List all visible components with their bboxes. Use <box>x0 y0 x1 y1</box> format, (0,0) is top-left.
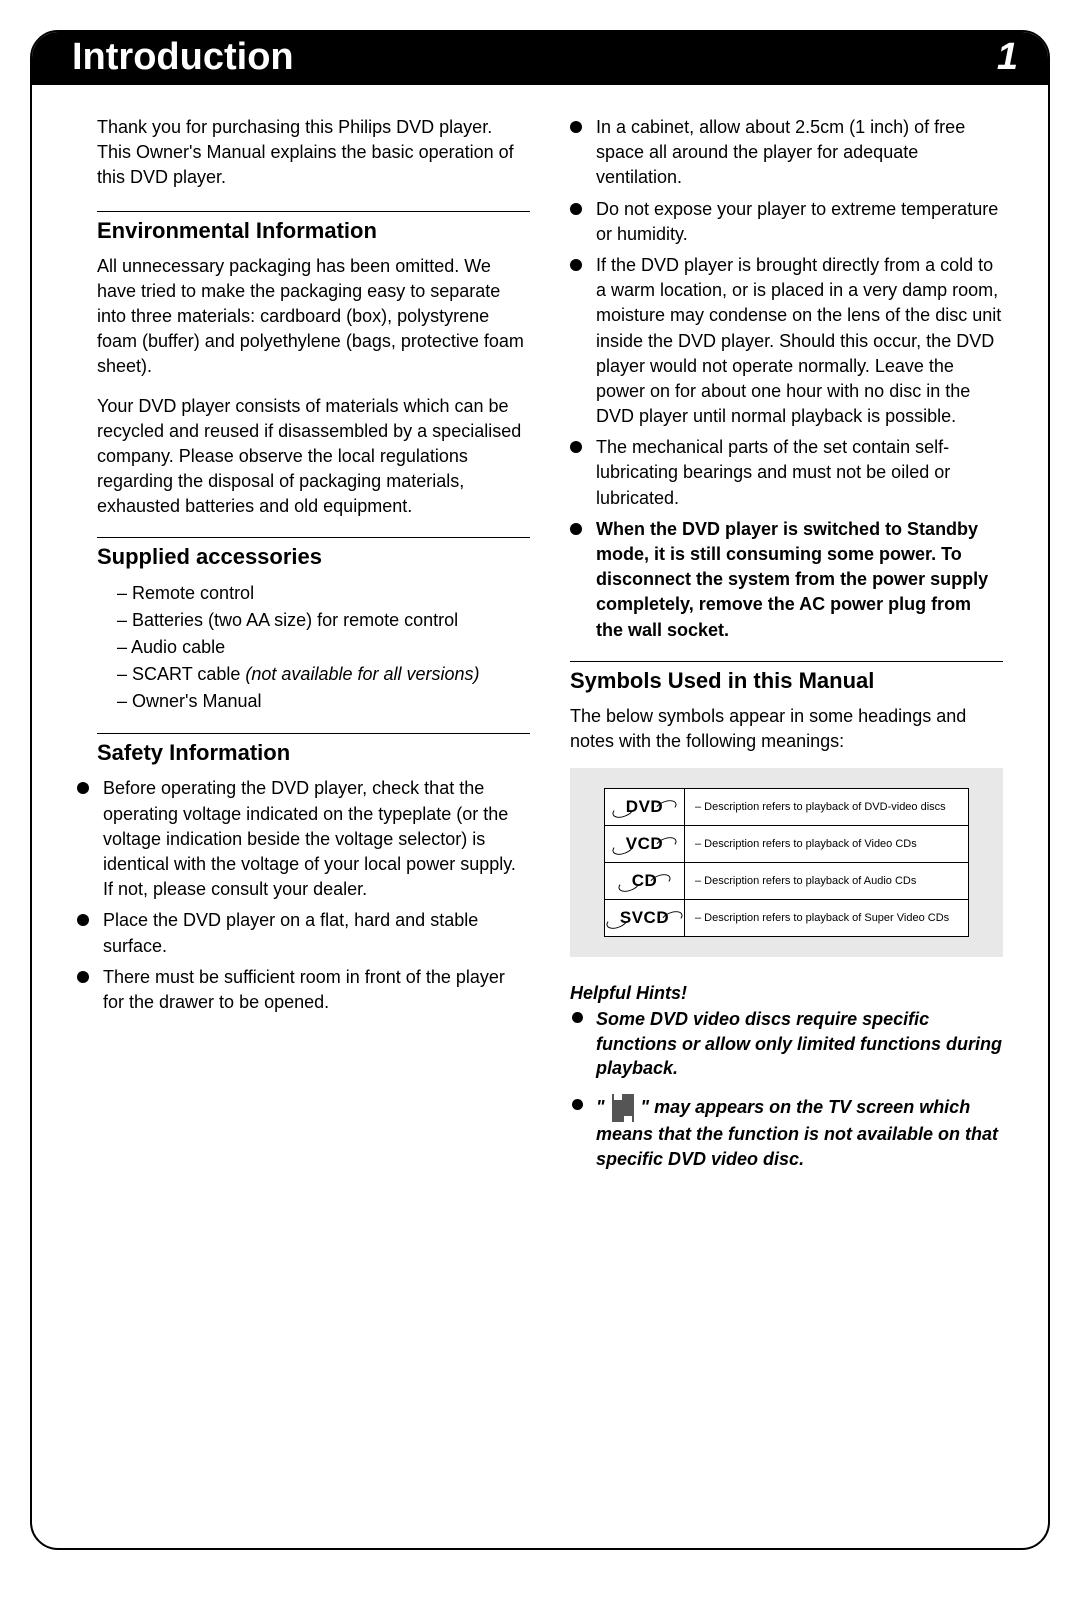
hint-item-1: Some DVD video discs require specific fu… <box>570 1007 1003 1080</box>
safety-heading: Safety Information <box>97 740 530 766</box>
supplied-item: Remote control <box>117 580 530 607</box>
supplied-item: Audio cable <box>117 634 530 661</box>
divider <box>97 733 530 734</box>
disc-icon-cell: SVCD <box>605 900 685 937</box>
hand-icon <box>612 1094 634 1122</box>
safety-item: When the DVD player is switched to Stand… <box>570 517 1003 643</box>
env-p2: Your DVD player consists of materials wh… <box>97 394 530 520</box>
symbols-heading: Symbols Used in this Manual <box>570 668 1003 694</box>
safety-item: Before operating the DVD player, check t… <box>77 776 530 902</box>
safety-list-left: Before operating the DVD player, check t… <box>77 776 530 1015</box>
divider <box>97 537 530 538</box>
intro-paragraph: Thank you for purchasing this Philips DV… <box>97 115 530 191</box>
symbols-row: SVCD – Description refers to playback of … <box>605 900 969 937</box>
disc-icon: VCD <box>626 834 663 854</box>
divider <box>570 661 1003 662</box>
symbols-row: VCD – Description refers to playback of V… <box>605 826 969 863</box>
hint-item-2: " " may appears on the TV screen which m… <box>570 1094 1003 1171</box>
page-container: Introduction 1 Thank you for purchasing … <box>30 30 1050 1550</box>
supplied-item: SCART cable (not available for all versi… <box>117 661 530 688</box>
safety-item: Do not expose your player to extreme tem… <box>570 197 1003 247</box>
symbols-row: DVD – Description refers to playback of D… <box>605 789 969 826</box>
supplied-item: Batteries (two AA size) for remote contr… <box>117 607 530 634</box>
disc-desc: – Description refers to playback of Audi… <box>685 863 969 900</box>
symbols-intro: The below symbols appear in some heading… <box>570 704 1003 754</box>
divider <box>97 211 530 212</box>
supplied-item: Owner's Manual <box>117 688 530 715</box>
disc-desc: – Description refers to playback of Vide… <box>685 826 969 863</box>
safety-item: There must be sufficient room in front o… <box>77 965 530 1015</box>
symbols-row: CD – Description refers to playback of Au… <box>605 863 969 900</box>
disc-icon-cell: CD <box>605 863 685 900</box>
page-title: Introduction <box>72 36 294 79</box>
content-columns: Thank you for purchasing this Philips DV… <box>32 85 1048 1205</box>
supplied-list: Remote controlBatteries (two AA size) fo… <box>97 580 530 715</box>
disc-icon-cell: VCD <box>605 826 685 863</box>
supplied-heading: Supplied accessories <box>97 544 530 570</box>
right-column: In a cabinet, allow about 2.5cm (1 inch)… <box>570 115 1003 1185</box>
disc-icon: CD <box>632 871 658 891</box>
safety-list-right: In a cabinet, allow about 2.5cm (1 inch)… <box>570 115 1003 643</box>
hints-title: Helpful Hints! <box>570 981 1003 1005</box>
page-number: 1 <box>997 36 1018 79</box>
symbols-table: DVD – Description refers to playback of D… <box>604 788 969 937</box>
page-header: Introduction 1 <box>32 32 1048 85</box>
hint-2-suffix: " may appears on the TV screen which mea… <box>596 1097 998 1169</box>
left-column: Thank you for purchasing this Philips DV… <box>97 115 530 1185</box>
disc-desc: – Description refers to playback of DVD-… <box>685 789 969 826</box>
env-heading: Environmental Information <box>97 218 530 244</box>
symbols-box: DVD – Description refers to playback of D… <box>570 768 1003 957</box>
disc-icon: SVCD <box>620 908 669 928</box>
disc-icon: DVD <box>626 797 663 817</box>
hints-block: Helpful Hints! Some DVD video discs requ… <box>570 981 1003 1171</box>
safety-item: The mechanical parts of the set contain … <box>570 435 1003 511</box>
safety-item: Place the DVD player on a flat, hard and… <box>77 908 530 958</box>
safety-item: If the DVD player is brought directly fr… <box>570 253 1003 429</box>
safety-item: In a cabinet, allow about 2.5cm (1 inch)… <box>570 115 1003 191</box>
env-p1: All unnecessary packaging has been omitt… <box>97 254 530 380</box>
hint-2-prefix: " <box>596 1097 610 1117</box>
disc-icon-cell: DVD <box>605 789 685 826</box>
disc-desc: – Description refers to playback of Supe… <box>685 900 969 937</box>
